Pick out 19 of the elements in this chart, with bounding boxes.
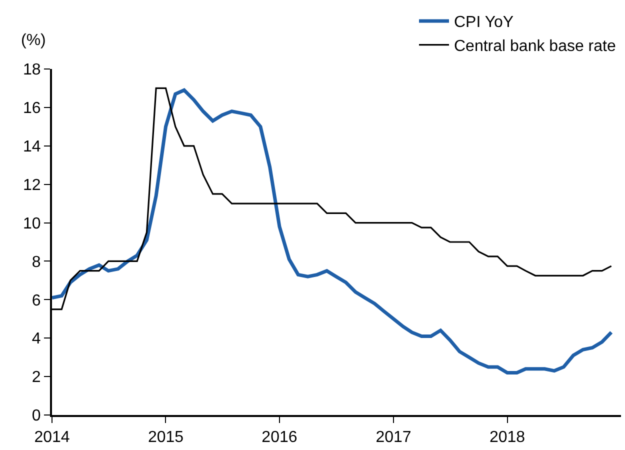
x-tick-label: 2016 [262,429,298,446]
x-tick-label: 2014 [34,429,70,446]
y-tick-label: 0 [32,408,41,425]
y-tick-label: 2 [32,369,41,386]
y-tick-label: 6 [32,292,41,310]
y-axis-title: (%) [21,32,46,49]
y-tick-label: 4 [32,330,41,348]
y-tick-label: 12 [23,176,41,194]
x-tick-label: 2018 [489,429,526,446]
line-series [52,88,614,374]
x-tick-label: 2015 [148,429,184,446]
legend-label: Central bank base rate [454,38,616,56]
x-tick-label: 2017 [376,429,412,446]
y-tick-label: 18 [23,62,41,79]
legend-label: CPI YoY [454,14,514,32]
y-tick-label: 8 [32,254,41,271]
y-tick-label: 14 [23,138,41,156]
y-tick-label: 16 [23,100,41,118]
y-tick-label: 10 [23,215,41,232]
